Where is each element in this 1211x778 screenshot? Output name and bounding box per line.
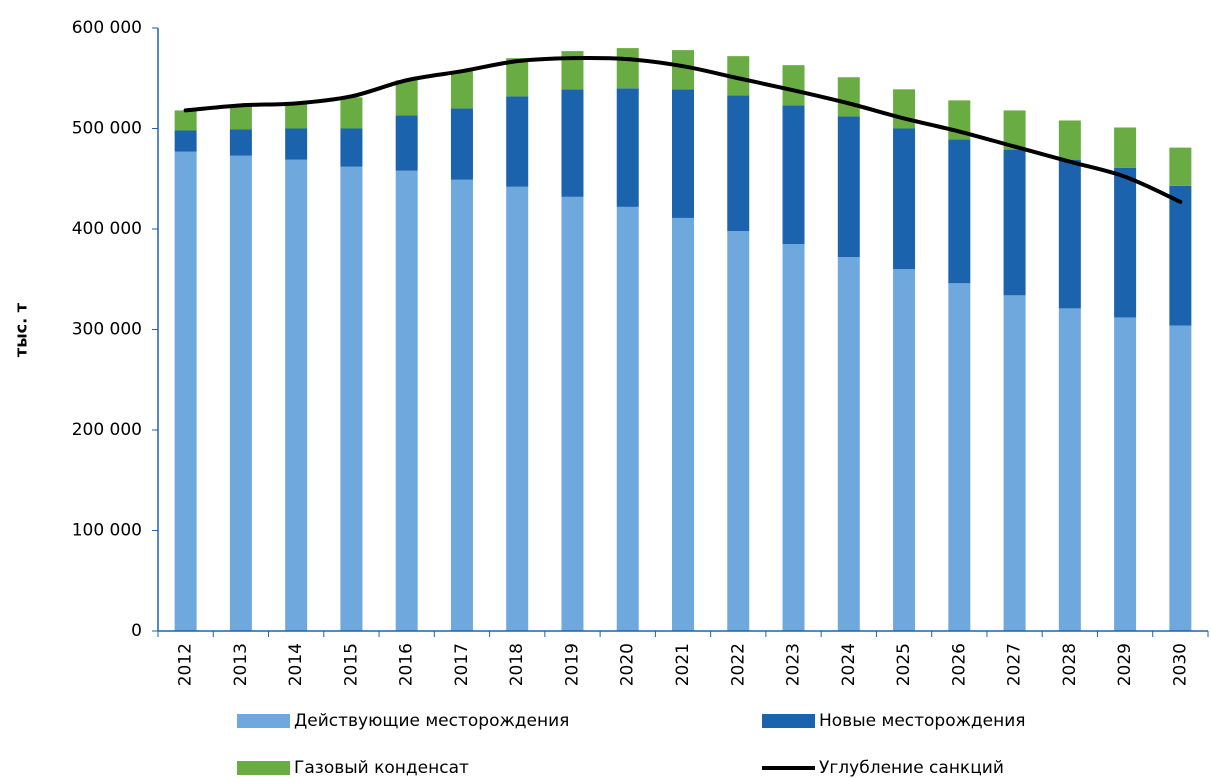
x-tick-label: 2021 [673, 643, 693, 686]
bar-segment [672, 89, 694, 218]
bar-segment [1169, 185, 1192, 326]
bar-segment [506, 96, 529, 187]
bar-segment [340, 97, 363, 129]
x-tick-label: 2013 [231, 643, 251, 686]
y-axis-title: тыс. т [12, 302, 31, 357]
bar-segment [340, 128, 363, 167]
legend-swatch [237, 714, 290, 728]
bar-segment [672, 50, 694, 90]
x-tick-label: 2017 [452, 643, 472, 686]
x-tick-label: 2012 [176, 643, 196, 686]
bar-segment [782, 65, 805, 106]
x-tick-label: 2020 [618, 643, 638, 686]
bar-segment [948, 139, 971, 284]
bar-segment [672, 217, 694, 631]
y-tick-label: 200 000 [72, 420, 142, 440]
legend-swatch [762, 714, 815, 728]
bar-segment [1003, 295, 1026, 631]
bar-segment [395, 115, 418, 171]
x-tick-label: 2026 [949, 643, 969, 686]
bar-segment [229, 105, 252, 130]
bar-segment [285, 102, 308, 129]
y-tick-label: 300 000 [72, 320, 142, 340]
x-tick-label: 2022 [728, 643, 748, 686]
x-tick-label: 2023 [784, 643, 804, 686]
x-tick-label: 2027 [1005, 643, 1025, 686]
bar-segment [506, 58, 529, 97]
x-tick-label: 2016 [397, 643, 417, 686]
bar-segment [893, 89, 916, 129]
legend-swatch [237, 761, 290, 775]
x-tick-label: 2015 [341, 643, 361, 686]
bar-segment [395, 80, 418, 116]
bar-segment [450, 179, 473, 631]
bar-segment [285, 159, 308, 631]
y-tick-label: 100 000 [72, 521, 142, 541]
bar-segment [1114, 167, 1137, 318]
x-tick-label: 2018 [507, 643, 527, 686]
x-tick-label: 2030 [1170, 643, 1190, 686]
bar-segment [782, 244, 805, 631]
y-tick-label: 400 000 [72, 219, 142, 239]
bar-segment [1114, 127, 1137, 168]
bar-segment [285, 128, 308, 160]
bar-segment [229, 155, 252, 631]
legend-label: Новые месторождения [819, 711, 1026, 731]
bar-segment [1169, 147, 1192, 186]
bar-segment [616, 48, 639, 89]
bar-segment [1169, 325, 1192, 631]
bar-segment [395, 170, 418, 631]
bar-segment [561, 196, 584, 631]
x-tick-label: 2014 [286, 643, 306, 686]
line [183, 55, 1183, 204]
bar-segment [450, 108, 473, 180]
bar-segment [893, 269, 916, 631]
x-tick-label: 2028 [1060, 643, 1080, 686]
y-tick-label: 500 000 [72, 119, 142, 139]
x-tick-label: 2024 [839, 643, 859, 686]
bar-segment [174, 130, 197, 152]
y-tick-label: 600 000 [72, 18, 142, 38]
legend-label: Действующие месторождения [294, 711, 569, 731]
bar-segment [174, 151, 197, 632]
bar-segment [174, 110, 197, 131]
y-tick-label: 0 [131, 621, 142, 641]
bar-segment [450, 71, 473, 109]
bar-segment [616, 206, 639, 631]
bar-segment [1058, 120, 1081, 160]
bar-segment [727, 95, 750, 232]
legend-label: Газовый конденсат [294, 758, 469, 778]
bar-segment [727, 56, 750, 96]
bar-segment [1003, 149, 1026, 296]
bar-segment [1003, 110, 1026, 150]
x-tick-label: 2025 [894, 643, 914, 686]
bar-segment [727, 231, 750, 631]
bar-segment [1058, 159, 1081, 309]
bar-segment [948, 283, 971, 631]
bar-segment [229, 129, 252, 156]
x-tick-label: 2029 [1115, 643, 1135, 686]
bar-segment [340, 166, 363, 631]
bar-segment [893, 128, 916, 270]
bar-segment [561, 89, 584, 197]
legend-label: Углубление санкций [819, 758, 1004, 778]
bar-segment [837, 257, 860, 631]
x-tick-label: 2019 [562, 643, 582, 686]
bar-segment [782, 105, 805, 245]
bar-segment [1114, 317, 1137, 631]
bar-segment [837, 116, 860, 258]
bar-segment [616, 88, 639, 207]
bar-segment [837, 77, 860, 117]
bar-segment [1058, 308, 1081, 631]
bar-segment [506, 186, 529, 632]
bar-segment [561, 51, 584, 90]
